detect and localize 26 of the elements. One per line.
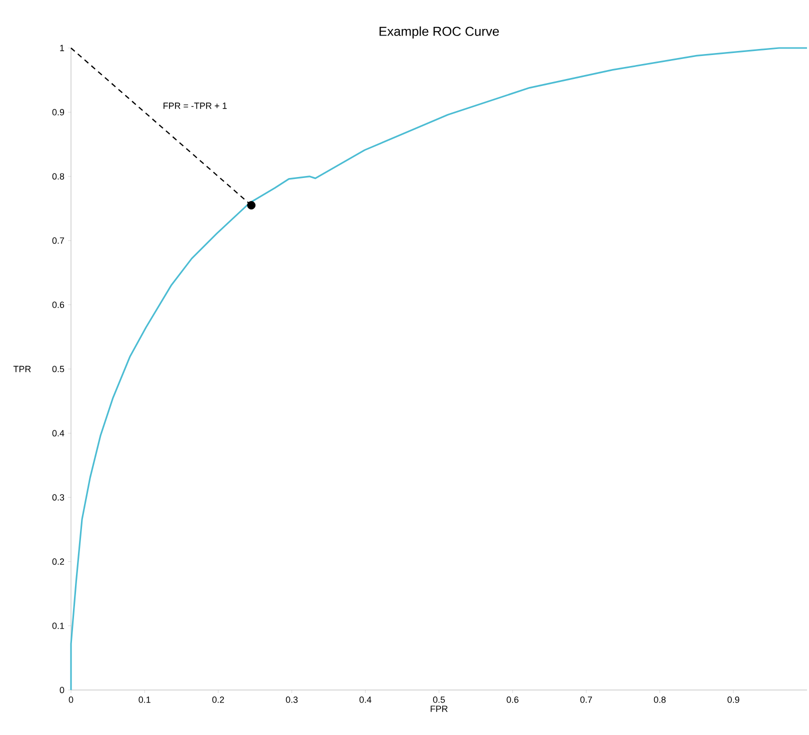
x-tick-label: 0.8 [654,696,666,703]
y-tick-label: 0.8 [52,173,64,180]
y-tick-label: 0.5 [52,366,64,372]
x-tick-label: 0.4 [360,696,372,703]
x-tick-label: 0.9 [728,696,740,703]
y-tick-label: 0.2 [52,558,64,565]
line-series [70,47,808,691]
y-axis-title: TPR [13,366,31,372]
x-tick-label: 0.6 [506,696,518,703]
y-tick-label: 0 [60,686,64,694]
x-tick-label: 0.1 [138,696,150,703]
y-tick-label: 0.4 [52,430,64,436]
x-axis-title: FPR [430,706,448,712]
y-tick-label: 0.1 [52,622,64,629]
x-tick-label: 0 [68,696,74,703]
annotation: FPR = -TPR + 1 [164,102,227,109]
chart-title: Example ROC Curve [380,26,499,38]
y-tick-label: 0.9 [52,109,64,116]
x-tick-label: 0.2 [212,696,224,703]
y-tick-label: 0.6 [52,302,64,308]
y-tick-label: 0.7 [52,237,64,244]
x-tick-label: 0.5 [433,696,445,703]
y-tick-label: 1 [60,44,64,52]
x-tick-label: 0.7 [580,696,592,703]
y-tick-label: 0.3 [52,494,64,501]
x-tick-label: 0.3 [286,696,298,703]
